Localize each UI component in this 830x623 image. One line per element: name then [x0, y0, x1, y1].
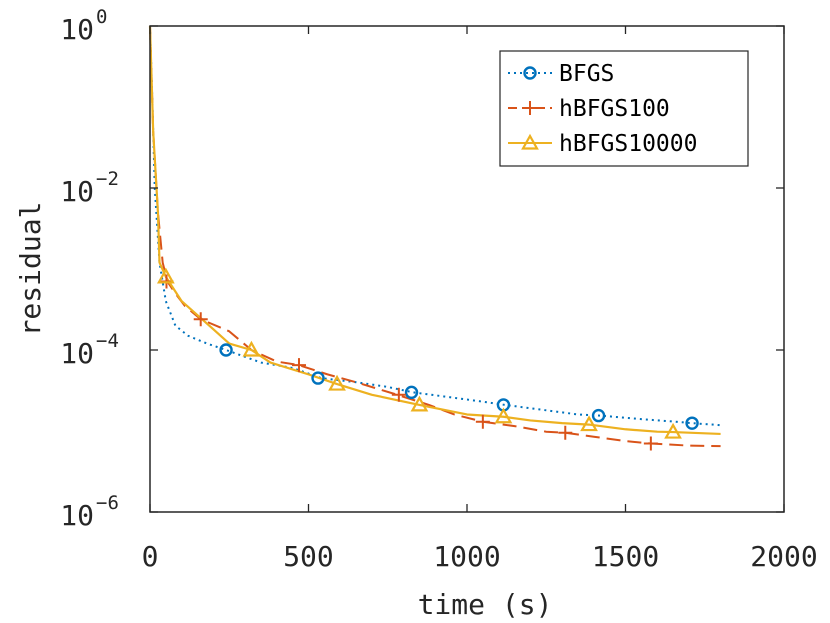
- series-0-marker: [685, 416, 699, 430]
- y-tick-base: 10: [60, 499, 94, 532]
- series-0-marker: [523, 66, 537, 80]
- y-tick-base: 10: [60, 175, 94, 208]
- series-1-marker: [391, 387, 406, 402]
- y-tick-label: 10 0: [60, 6, 107, 46]
- y-tick-label: 10 −6: [60, 492, 119, 532]
- series-1-marker: [193, 312, 208, 327]
- series-2-marker: [242, 340, 261, 357]
- x-tick-label: 2000: [750, 540, 817, 573]
- series-1-marker: [475, 414, 490, 429]
- series-1-marker: [291, 358, 306, 373]
- y-tick-exponent: 0: [96, 6, 107, 28]
- y-tick-base: 10: [60, 13, 94, 46]
- series-line-1: [149, 25, 721, 448]
- series-0-marker: [591, 408, 606, 423]
- series-1-marker: [523, 101, 537, 115]
- x-axis-ticks: 0 500 1000 1500 2000: [142, 26, 818, 573]
- series-0-marker: [311, 371, 325, 385]
- legend-label-0: BFGS: [559, 61, 614, 87]
- series-2-marker: [328, 374, 346, 391]
- y-axis-label: residual: [14, 202, 47, 337]
- y-tick-label: 10 −2: [60, 168, 119, 208]
- x-tick-label: 1000: [433, 540, 500, 573]
- series-2-marker: [521, 133, 539, 150]
- series-2-marker: [410, 395, 429, 412]
- x-tick-label: 0: [142, 540, 159, 573]
- series-markers: [156, 267, 699, 451]
- y-tick-exponent: −2: [96, 168, 119, 190]
- series-0-marker: [404, 385, 419, 400]
- series-2-marker: [664, 422, 682, 439]
- x-tick-label: 1500: [592, 540, 659, 573]
- y-tick-exponent: −6: [96, 492, 119, 514]
- series-1-marker: [558, 425, 573, 440]
- series-0-marker: [219, 343, 233, 357]
- series-2-marker: [580, 415, 598, 432]
- series-line-0: [149, 25, 721, 427]
- x-axis-label: time (s): [418, 588, 553, 621]
- legend-label-2: hBFGS10000: [559, 131, 697, 157]
- series-2-marker: [156, 267, 175, 284]
- y-tick-label: 10 −4: [60, 330, 119, 370]
- x-tick-label: 500: [283, 540, 334, 573]
- y-tick-exponent: −4: [96, 330, 119, 352]
- series-2-marker: [494, 407, 513, 424]
- series-1-marker: [643, 436, 658, 451]
- legend: BFGS hBFGS100 hBFGS10000: [499, 50, 749, 167]
- legend-label-1: hBFGS100: [559, 96, 670, 122]
- y-tick-base: 10: [60, 337, 94, 370]
